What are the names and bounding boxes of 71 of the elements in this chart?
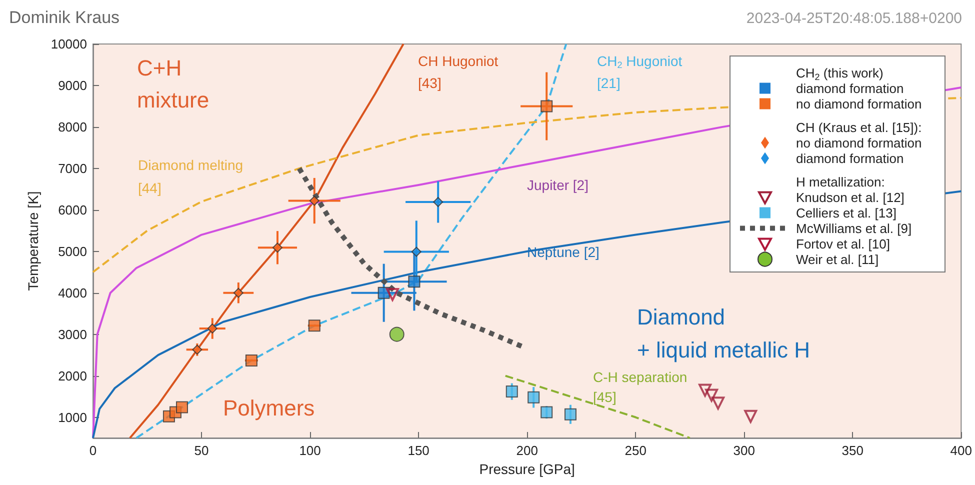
x-tick-label: 200 xyxy=(516,443,538,458)
point xyxy=(528,391,540,404)
line-series xyxy=(128,43,404,439)
point xyxy=(245,354,258,366)
x-tick-label: 250 xyxy=(624,443,646,458)
y-tick-label: 2000 xyxy=(58,368,87,384)
y-tick-label: 8000 xyxy=(58,119,87,134)
annotation: Polymers xyxy=(223,396,315,420)
annotation: Diamond xyxy=(637,304,726,330)
y-tick-label: 5000 xyxy=(58,244,87,259)
point xyxy=(540,100,553,112)
x-tick-label: 100 xyxy=(299,443,321,458)
annotation: C-H separation xyxy=(593,369,688,385)
point xyxy=(506,386,518,398)
annotation: Neptune [2] xyxy=(527,244,600,260)
annotation: mixture xyxy=(137,88,210,112)
point xyxy=(192,344,202,355)
point xyxy=(386,288,400,301)
annotation: C+H xyxy=(137,56,182,80)
point xyxy=(176,401,188,414)
point xyxy=(712,396,725,410)
x-tick-label: 400 xyxy=(950,443,972,458)
annotation: [21] xyxy=(597,75,620,91)
annotation: CH (Kraus et al. [15]): xyxy=(796,120,922,135)
legend-label: no diamond formation xyxy=(796,135,922,150)
annotation: + liquid metallic H xyxy=(637,338,810,362)
y-tick-label: 3000 xyxy=(58,326,87,342)
x-tick-label: 150 xyxy=(408,443,430,458)
legend-label: Knudson et al. [12] xyxy=(796,190,904,205)
y-tick-label: 4000 xyxy=(58,285,87,300)
point xyxy=(705,388,718,402)
x-tick-label: 300 xyxy=(733,443,755,458)
point xyxy=(744,410,758,423)
x-tick-label: 0 xyxy=(89,443,97,458)
x-tick-label: 50 xyxy=(194,443,209,458)
legend-label: diamond formation xyxy=(796,150,904,166)
point xyxy=(540,406,553,418)
x-axis-title: Pressure [GPa] xyxy=(479,460,575,477)
annotation: [45] xyxy=(593,389,616,405)
point xyxy=(308,320,320,332)
point xyxy=(309,196,320,206)
chart-subtitle: 2023-04-25T20:48:05.188+0200 xyxy=(746,10,962,27)
legend-label: Fortov et al. [10] xyxy=(796,236,890,252)
y-tick-label: 10000 xyxy=(50,36,87,52)
legend-label: no diamond formation xyxy=(796,96,922,112)
point xyxy=(433,197,444,208)
legend-label: Weir et al. [11] xyxy=(796,252,879,267)
y-tick-label: 6000 xyxy=(58,202,87,218)
point xyxy=(207,324,218,334)
point xyxy=(272,242,282,253)
annotation: CH Hugoniot xyxy=(418,53,498,69)
annotation: Jupiter [2] xyxy=(527,177,588,193)
y-tick-label: 9000 xyxy=(58,78,87,93)
legend-label: McWilliams et al. [9] xyxy=(796,220,912,236)
annotation: [44] xyxy=(138,180,162,196)
point xyxy=(411,246,422,257)
annotation: H metallization: xyxy=(796,174,885,190)
y-axis-title: Temperature [K] xyxy=(24,191,41,291)
legend-label: Celliers et al. [13] xyxy=(796,205,896,220)
point xyxy=(233,288,244,298)
point xyxy=(389,326,404,342)
point xyxy=(408,276,420,288)
annotation: Diamond melting xyxy=(138,157,244,173)
annotation: [43] xyxy=(418,75,442,91)
y-tick-label: 7000 xyxy=(58,160,87,176)
point xyxy=(698,384,712,397)
chart-title: Dominik Kraus xyxy=(9,8,120,27)
x-tick-label: 350 xyxy=(842,443,864,458)
point xyxy=(564,408,576,420)
y-tick-label: 1000 xyxy=(58,410,87,425)
legend-label: diamond formation xyxy=(796,80,904,96)
